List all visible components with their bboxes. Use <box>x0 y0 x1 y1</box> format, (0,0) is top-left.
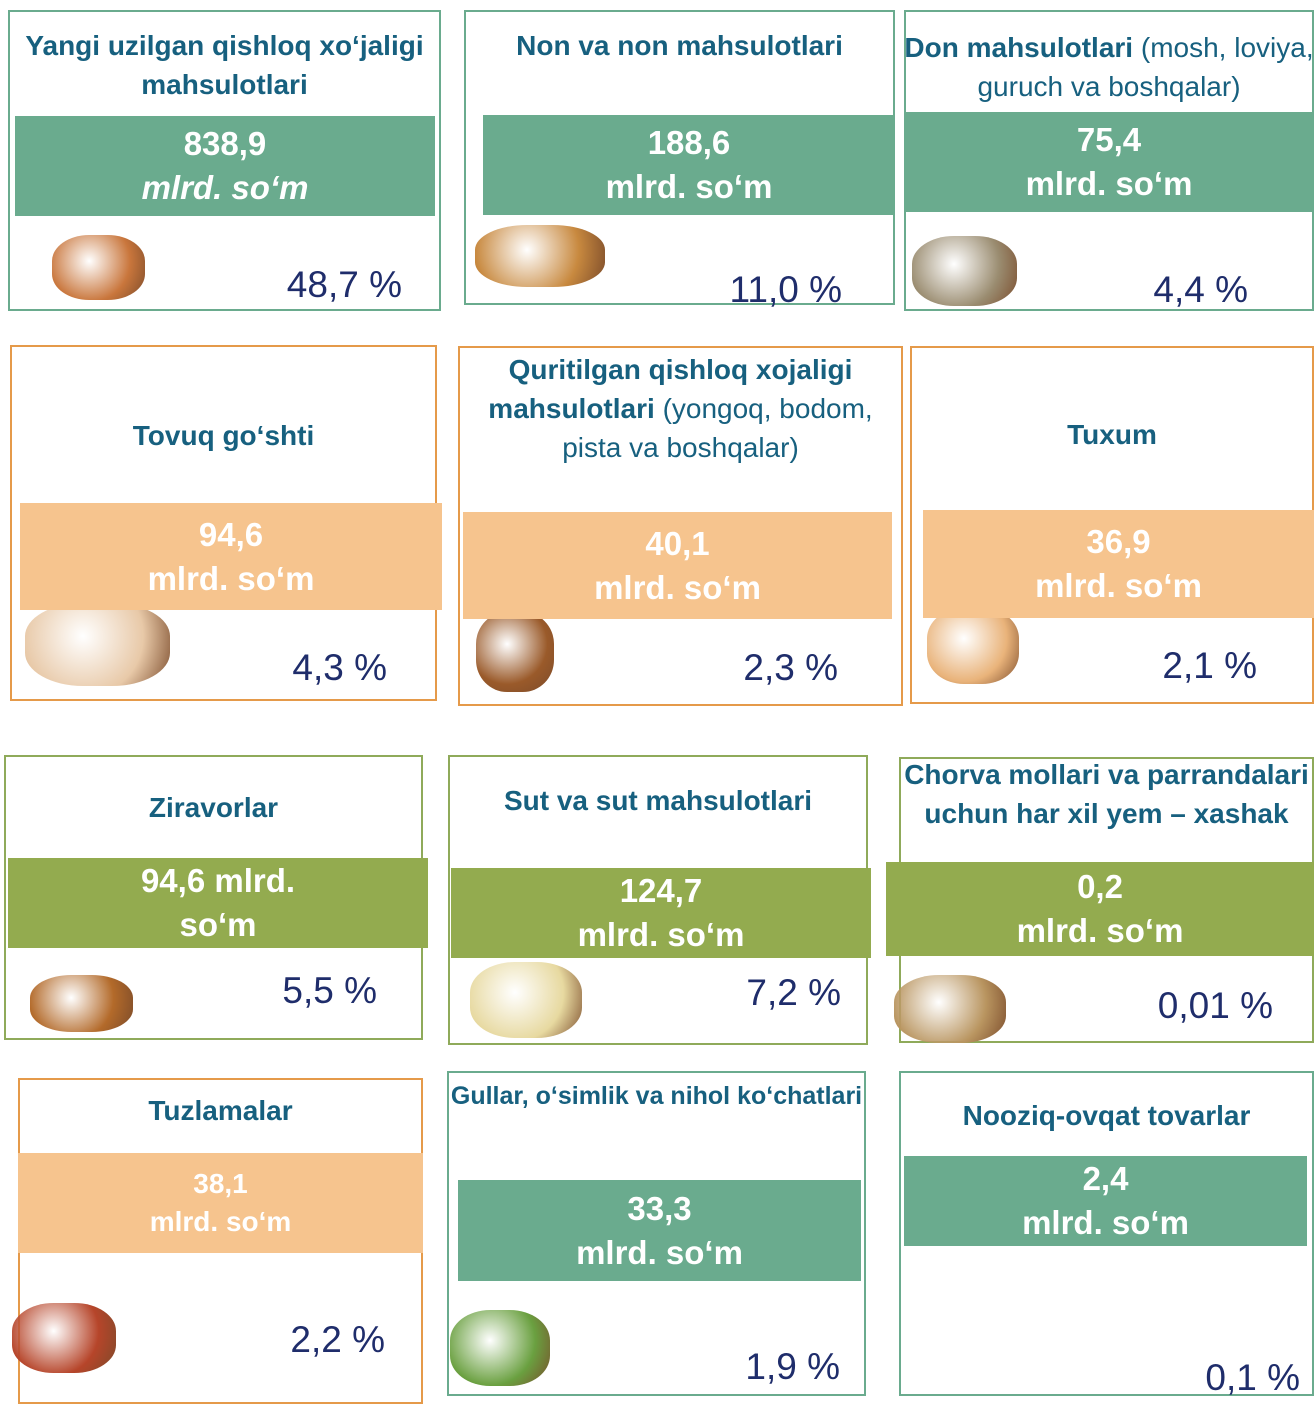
amount-text: 0,2 <box>1077 868 1123 905</box>
card-title: Sut va sut mahsulotlari <box>448 781 868 820</box>
percent: 48,7 % <box>286 264 402 305</box>
card-title: Yangi uzilgan qishloq xo‘jaligi mahsulot… <box>8 26 441 104</box>
product-image <box>25 603 170 686</box>
title-note: (yongoq, bodom, pista va boshqalar) <box>562 393 873 463</box>
amount-band: 0,2 mlrd. so‘m <box>886 862 1314 956</box>
percent: 0,1 % <box>1205 1357 1300 1398</box>
percent: 2,3 % <box>743 647 838 688</box>
amount-band: 124,7 mlrd. so‘m <box>451 868 871 958</box>
percent: 2,2 % <box>290 1319 385 1360</box>
product-image <box>927 608 1019 684</box>
amount-text: 33,3 <box>627 1189 692 1227</box>
amount-text: 40,1 <box>645 524 710 562</box>
percent: 7,2 % <box>746 972 841 1013</box>
title-text: Sut va sut mahsulotlari <box>503 785 813 816</box>
amount-band: 33,3 mlrd. so‘m <box>458 1180 861 1281</box>
amount-band: 38,1 mlrd. so‘m <box>18 1153 423 1253</box>
amount-band: 188,6 mlrd. so‘m <box>483 115 895 215</box>
amount-band: 94,6 mlrd. so‘m <box>8 858 428 948</box>
amount-band: 40,1 mlrd. so‘m <box>463 512 892 619</box>
percent: 1,9 % <box>745 1346 840 1387</box>
title-text: Ziravorlar <box>148 792 279 823</box>
card-title: Don mahsulotlari (mosh, loviya, guruch v… <box>904 28 1314 106</box>
title-text: Don mahsulotlari <box>904 32 1134 63</box>
amount-text: mlrd. so‘m <box>1025 165 1193 202</box>
percent: 4,4 % <box>1153 269 1248 310</box>
percent: 5,5 % <box>282 970 377 1011</box>
amount-text: 36,9 <box>1086 523 1151 560</box>
title-text: Quritilgan qishloq xojaligi mahsulotlari <box>488 354 853 424</box>
percent: 0,01 % <box>1157 985 1273 1026</box>
title-text: Chorva mollari va parrandalari uchun har… <box>904 759 1309 829</box>
product-image <box>475 225 605 287</box>
product-image <box>894 975 1006 1043</box>
amount-band: 838,9 mlrd. so‘m <box>15 116 435 216</box>
amount-text: 188,6 <box>647 124 731 161</box>
title-text: Nooziq-ovqat tovarlar <box>962 1100 1251 1131</box>
card-title: Chorva mollari va parrandalari uchun har… <box>899 755 1314 862</box>
title-text: Gullar, o‘simlik va nihol ko‘chatlari <box>450 1082 863 1110</box>
amount-text: 94,6 mlrd. <box>140 862 296 899</box>
title-text: Yangi uzilgan qishloq xo‘jaligi mahsulot… <box>25 30 424 100</box>
amount-text: 2,4 <box>1082 1160 1129 1197</box>
amount-text: mlrd. so‘m <box>1035 567 1202 604</box>
amount-text: 94,6 <box>198 515 264 553</box>
product-image <box>476 612 554 692</box>
amount-text: mlrd. so‘m <box>1016 912 1184 949</box>
amount-text: 38,1 <box>193 1168 248 1199</box>
amount-text: mlrd. so‘m <box>577 916 745 953</box>
card-title: Ziravorlar <box>4 788 423 827</box>
product-image <box>52 235 145 300</box>
card-title: Non va non mahsulotlari <box>464 26 895 65</box>
amount-text: 838,9 <box>183 125 267 162</box>
card-title: Quritilgan qishloq xojaligi mahsulotlari… <box>458 350 903 467</box>
amount-band: 94,6 mlrd. so‘m <box>20 503 442 610</box>
amount-band: 36,9 mlrd. so‘m <box>923 510 1314 618</box>
card-title: Tuxum <box>910 415 1314 454</box>
product-image <box>12 1303 116 1373</box>
card-title: Tuzlamalar <box>18 1091 423 1130</box>
amount-text: 75,4 <box>1076 121 1142 158</box>
amount-text: mlrd. so‘m <box>605 168 773 205</box>
amount-band: 2,4 mlrd. so‘m <box>904 1156 1307 1246</box>
product-image <box>470 962 582 1038</box>
amount-band: 75,4 mlrd. so‘m <box>904 112 1314 212</box>
amount-text: mlrd. so‘m <box>149 1206 292 1237</box>
amount-text: mlrd. so‘m <box>147 559 315 597</box>
title-note: (mosh, loviya, guruch va boshqalar) <box>977 32 1314 102</box>
percent: 2,1 % <box>1162 645 1257 686</box>
product-image <box>450 1310 550 1386</box>
amount-text: mlrd. so‘m <box>594 568 761 606</box>
amount-text: mlrd. so‘m <box>1022 1204 1189 1241</box>
title-text: Tuzlamalar <box>148 1095 293 1126</box>
title-text: Tovuq go‘shti <box>132 420 315 451</box>
card-title: Nooziq-ovqat tovarlar <box>899 1096 1314 1135</box>
product-image <box>912 236 1017 306</box>
amount-text: so‘m <box>179 906 257 943</box>
amount-text: 124,7 <box>619 872 703 909</box>
card-title: Tovuq go‘shti <box>10 416 437 455</box>
percent: 4,3 % <box>292 647 387 688</box>
product-image <box>30 975 133 1032</box>
percent: 11,0 % <box>729 269 842 310</box>
title-text: Tuxum <box>1067 419 1157 450</box>
amount-text: mlrd. so‘m <box>576 1233 743 1271</box>
card-title: Gullar, o‘simlik va nihol ko‘chatlari <box>447 1077 866 1116</box>
title-text: Non va non mahsulotlari <box>516 30 843 61</box>
amount-text: mlrd. so‘m <box>141 169 309 206</box>
